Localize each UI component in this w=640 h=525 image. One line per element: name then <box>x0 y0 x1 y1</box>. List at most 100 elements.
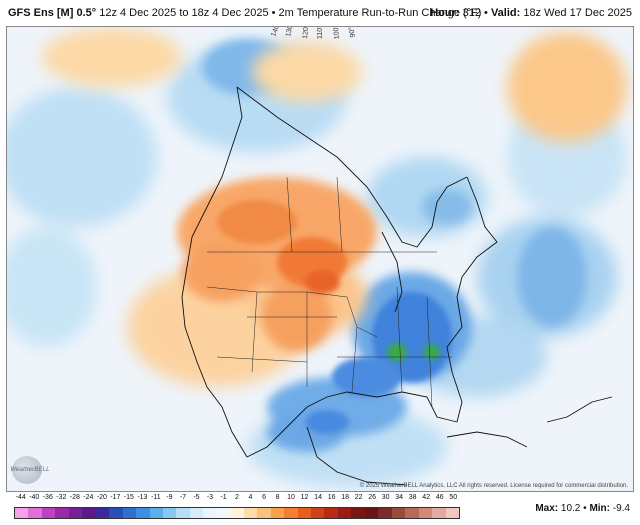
colorbar-swatch <box>284 508 298 518</box>
colorbar-swatch <box>95 508 110 518</box>
colorbar-swatch <box>324 508 338 518</box>
colorbar-tick-label: -5 <box>193 494 200 501</box>
colorbar-swatch <box>297 508 311 518</box>
min-value: -9.4 <box>612 503 630 514</box>
globe-icon <box>12 456 42 484</box>
colorbar-swatch <box>162 508 177 518</box>
colorbar-tick-label: 30 <box>381 494 390 501</box>
colorbar-swatch <box>109 508 123 518</box>
colorbar-tick-label: 50 <box>449 494 458 501</box>
colorbar-swatch <box>122 508 137 518</box>
logo-text: WeatherBELL <box>10 467 50 473</box>
hour-value: 312 <box>462 7 481 19</box>
colorbar-tick-label: -40 <box>29 494 40 501</box>
colorbar-tick-label: -13 <box>137 494 148 501</box>
colorbar-swatch <box>405 508 419 518</box>
meridian-label: 110°W <box>316 27 324 39</box>
run-description: 12z 4 Dec 2025 to 18z 4 Dec 2025 • 2m Te… <box>99 7 482 19</box>
colorbar-tick-label: 22 <box>354 494 363 501</box>
colorbar-tick-label: -7 <box>179 494 187 501</box>
colorbar-swatch <box>391 508 406 518</box>
model-name: GFS Ens [M] 0.5° <box>8 7 97 19</box>
colorbar-tick-label: 46 <box>435 494 444 501</box>
colorbar-tick-label: -20 <box>96 494 107 501</box>
colorbar-tick-label: -24 <box>83 494 94 501</box>
colorbar-swatch <box>270 508 285 518</box>
colorbar-tick-label: 38 <box>408 494 417 501</box>
valid-value: 18z Wed 17 Dec 2025 <box>523 7 632 19</box>
header-bar: GFS Ens [M] 0.5° 12z 4 Dec 2025 to 18z 4… <box>0 0 640 26</box>
colorbar-swatch <box>189 508 204 518</box>
colorbar-swatches <box>14 507 460 519</box>
colorbar-tick-label: 18 <box>341 494 350 501</box>
max-min-stats: Max: 10.2 • Min: -9.4 <box>535 503 630 514</box>
map-canvas: 140°W 130°W 120°W 110°W 100°W 90°W <box>7 27 633 491</box>
colorbar-swatch <box>230 508 244 518</box>
max-value: 10.2 <box>560 503 581 514</box>
colorbar-tick-label: -28 <box>69 494 80 501</box>
meridian-label: 130°W <box>284 27 296 37</box>
copyright-credit: © 2025 WeatherBELL Analytics, LLC All ri… <box>359 483 628 489</box>
colorbar-swatch <box>445 508 459 518</box>
colorbar-swatch <box>364 508 379 518</box>
meridian-label: 90°W <box>346 27 357 38</box>
cool-anomaly-extreme <box>387 343 440 361</box>
colorbar-swatch <box>55 508 69 518</box>
colorbar-swatch <box>82 508 96 518</box>
colorbar-swatch <box>203 508 217 518</box>
colorbar-swatch <box>432 508 446 518</box>
colorbar-swatch <box>136 508 150 518</box>
max-label: Max: <box>535 503 559 514</box>
colorbar-tick-label: 2 <box>235 494 239 501</box>
colorbar-swatch <box>149 508 163 518</box>
colorbar-swatch <box>176 508 190 518</box>
colorbar-swatch <box>257 508 271 518</box>
valid-label: Valid: <box>490 7 521 19</box>
colorbar-swatch <box>41 508 56 518</box>
hour-label: Hour: <box>430 7 460 19</box>
colorbar-tick-label: 34 <box>395 494 404 501</box>
colorbar-tick-label: 42 <box>422 494 431 501</box>
colorbar-tick-label: -3 <box>206 494 214 501</box>
valid-time: Hour: 312 • Valid: 18z Wed 17 Dec 2025 <box>430 7 632 19</box>
colorbar-tick-label: -11 <box>151 494 161 501</box>
weatherbell-logo: WeatherBELL <box>8 454 52 486</box>
meridian-labels: 140°W 130°W 120°W 110°W 100°W 90°W <box>269 27 357 40</box>
colorbar-tick-label: -9 <box>166 494 173 501</box>
colorbar-tick-label: 6 <box>262 494 266 501</box>
colorbar-swatch <box>68 508 83 518</box>
colorbar-swatch <box>418 508 433 518</box>
colorbar-tick-label: 14 <box>314 494 322 501</box>
colorbar-swatch <box>378 508 392 518</box>
meridian-label: 120°W <box>301 27 311 39</box>
colorbar-ticks: -44 -40 -36 -32 -28 -24 -20 -17 -15 -13 -11 -9 -7 -5-… <box>14 494 460 506</box>
meridian-label: 100°W <box>331 27 341 40</box>
colorbar-tick-label: -17 <box>110 494 121 501</box>
temperature-map[interactable]: 140°W 130°W 120°W 110°W 100°W 90°W <box>6 26 634 492</box>
colorbar-tick-label: -1 <box>220 494 227 501</box>
colorbar-swatch <box>337 508 352 518</box>
colorbar-swatch <box>216 508 231 518</box>
chart-title: GFS Ens [M] 0.5° 12z 4 Dec 2025 to 18z 4… <box>8 7 481 19</box>
colorbar-tick-label: 16 <box>327 494 336 501</box>
colorbar-tick-label: 12 <box>300 494 309 501</box>
colorbar-tick-label: -36 <box>42 494 53 501</box>
warm-anomaly-light <box>42 27 627 387</box>
colorbar-tick-label: -15 <box>123 494 134 501</box>
colorbar-swatch <box>243 508 258 518</box>
colorbar-tick-label: -44 <box>15 494 26 501</box>
colorbar-tick-label: 8 <box>275 494 280 501</box>
colorbar-tick-label: 26 <box>368 494 377 501</box>
political-borders <box>206 176 452 408</box>
colorbar-tick-label: 4 <box>248 494 253 501</box>
colorbar-tick-label: 10 <box>287 494 295 501</box>
meridian-label: 140°W <box>269 27 284 38</box>
coastlines <box>181 86 613 486</box>
min-label: Min: <box>589 503 610 514</box>
colorbar-swatch <box>28 508 42 518</box>
colorbar-swatch <box>351 508 365 518</box>
colorbar-swatch <box>310 508 325 518</box>
colorbar-tick-label: -32 <box>56 494 67 501</box>
warm-anomaly-strong <box>217 200 347 294</box>
colorbar-swatch <box>15 508 29 518</box>
